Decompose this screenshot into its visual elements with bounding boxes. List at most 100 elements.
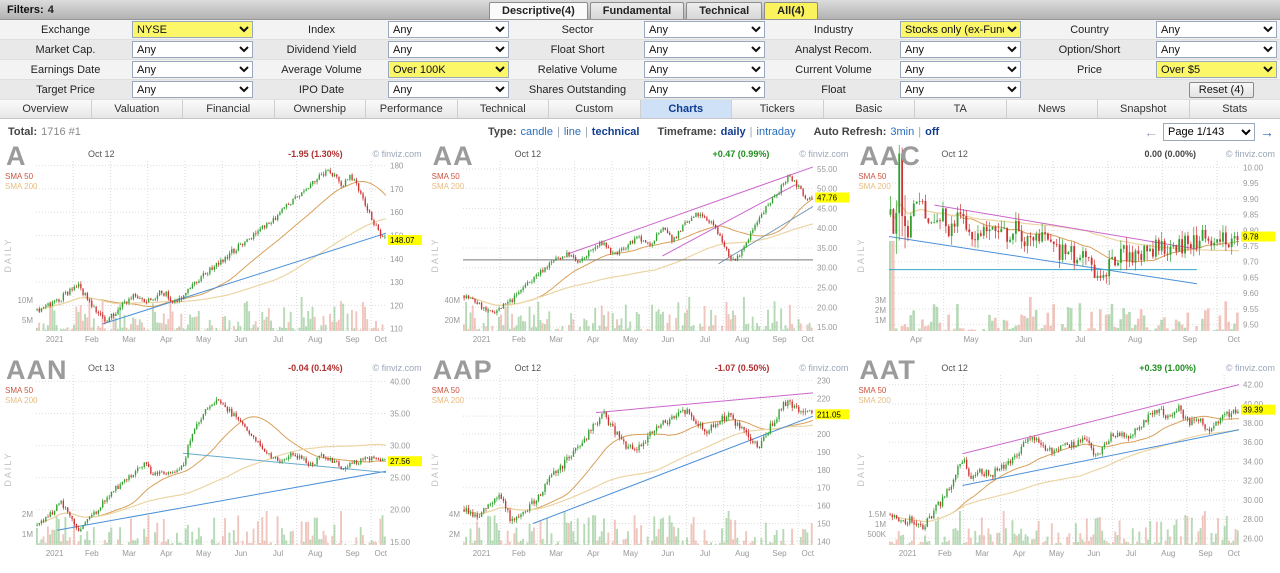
filter-select-float-short[interactable]: Any: [644, 41, 765, 58]
filter-select-analyst-recom[interactable]: Any: [900, 41, 1021, 58]
filter-select-exchange[interactable]: NYSE: [132, 21, 253, 38]
screen-tab-fundamental[interactable]: Fundamental: [589, 2, 685, 19]
svg-text:2021: 2021: [472, 335, 490, 344]
svg-text:55.00: 55.00: [817, 165, 838, 174]
filter-select-sector[interactable]: Any: [644, 21, 765, 38]
filter-select-current-volume[interactable]: Any: [900, 61, 1021, 78]
svg-text:130: 130: [390, 278, 404, 287]
page-select[interactable]: Page 1/143: [1163, 123, 1255, 141]
filter-select-ipo-date[interactable]: Any: [388, 81, 509, 98]
filter-select-market-cap[interactable]: Any: [132, 41, 253, 58]
svg-text:Sep: Sep: [772, 335, 787, 344]
svg-text:148.07: 148.07: [390, 236, 415, 245]
view-tab-valuation[interactable]: Valuation: [91, 100, 183, 118]
chart-aat[interactable]: 42.00 40.00 38.00 36.00 34.00 32.00 30.00 28.00…: [853, 359, 1280, 573]
refresh-off-link[interactable]: off: [925, 126, 940, 138]
filter-select-relative-volume[interactable]: Any: [644, 61, 765, 78]
filter-select-earnings-date[interactable]: Any: [132, 61, 253, 78]
view-tab-basic[interactable]: Basic: [823, 100, 915, 118]
svg-text:2M: 2M: [875, 306, 886, 315]
sma50-label: SMA 50: [431, 172, 460, 181]
timeframe-daily-link[interactable]: daily: [720, 126, 746, 138]
svg-text:2021: 2021: [46, 335, 64, 344]
view-tab-financial[interactable]: Financial: [183, 100, 275, 118]
svg-text:2021: 2021: [46, 549, 64, 558]
auto-refresh-group: Auto Refresh: 3min | off: [814, 126, 939, 138]
screen-tab-all-4[interactable]: All(4): [764, 2, 818, 19]
trend-lines: [532, 392, 813, 524]
chart-ticker: AA: [432, 145, 474, 171]
svg-text:38.00: 38.00: [1243, 419, 1264, 428]
candles: [463, 174, 813, 316]
filter-select-average-volume[interactable]: Over 100K: [388, 61, 509, 78]
svg-text:10M: 10M: [17, 296, 33, 305]
svg-text:39.39: 39.39: [1243, 406, 1264, 415]
timeframe-intraday-link[interactable]: intraday: [756, 126, 796, 138]
sma200-label: SMA 200: [5, 182, 38, 191]
finviz-copyright: © finviz.com: [799, 363, 849, 373]
finviz-copyright: © finviz.com: [1225, 363, 1275, 373]
filter-select-country[interactable]: Any: [1156, 21, 1277, 38]
month-axis: Apr May Jun Jul Aug Sep Oct: [910, 335, 1241, 344]
current-price-label: 211.05: [814, 409, 849, 420]
filter-select-industry[interactable]: Stocks only (ex-Funds): [900, 21, 1021, 38]
view-tab-custom[interactable]: Custom: [549, 100, 641, 118]
filter-label-market-cap: Market Cap.: [0, 40, 131, 60]
view-tab-performance[interactable]: Performance: [366, 100, 458, 118]
price-axis: 230 220 200 190 180 170 160 150 140: [817, 376, 831, 546]
next-page-arrow[interactable]: →: [1260, 124, 1274, 140]
svg-text:Aug: Aug: [735, 335, 749, 344]
svg-text:Apr: Apr: [910, 335, 923, 344]
filter-select-index[interactable]: Any: [388, 21, 509, 38]
view-tab-technical[interactable]: Technical: [457, 100, 549, 118]
svg-text:Jun: Jun: [1088, 549, 1101, 558]
svg-text:20.00: 20.00: [817, 303, 838, 312]
filter-select-float[interactable]: Any: [900, 81, 1021, 98]
view-tab-stats[interactable]: Stats: [1189, 100, 1280, 118]
view-tab-news[interactable]: News: [1006, 100, 1098, 118]
view-tab-ta[interactable]: TA: [915, 100, 1007, 118]
separator: |: [749, 126, 753, 138]
chart-aan[interactable]: 40.00 35.00 30.00 25.00 20.00 15.00 27.56 2021 F…: [0, 359, 427, 573]
prev-page-arrow[interactable]: ←: [1144, 124, 1158, 140]
svg-text:Apr: Apr: [587, 335, 600, 344]
refresh-3min-link[interactable]: 3min: [890, 126, 915, 138]
svg-text:20.00: 20.00: [390, 506, 411, 515]
svg-text:Apr: Apr: [1013, 549, 1026, 558]
filter-select-shares-outstanding[interactable]: Any: [644, 81, 765, 98]
view-tab-charts[interactable]: Charts: [640, 100, 732, 118]
svg-text:Sep: Sep: [772, 549, 787, 558]
current-price-label: 47.76: [814, 192, 849, 203]
type-technical-link[interactable]: technical: [591, 126, 640, 138]
svg-text:Feb: Feb: [512, 549, 526, 558]
type-candle-link[interactable]: candle: [520, 126, 553, 138]
type-line-link[interactable]: line: [563, 126, 581, 138]
chart-date-label: Oct 13: [88, 363, 115, 373]
timeframe-watermark: DAILY: [429, 237, 440, 273]
svg-text:Sep: Sep: [345, 549, 360, 558]
svg-text:9.78: 9.78: [1243, 233, 1259, 242]
view-tab-tickers[interactable]: Tickers: [732, 100, 824, 118]
chart-a[interactable]: 180170160150140130120110148.072021FebMar…: [0, 145, 427, 359]
view-tab-snapshot[interactable]: Snapshot: [1098, 100, 1190, 118]
volume-bars: [889, 241, 1240, 331]
svg-text:5M: 5M: [22, 316, 33, 325]
screen-tab-descriptive-4[interactable]: Descriptive(4): [489, 2, 588, 19]
filter-select-option-short[interactable]: Any: [1156, 41, 1277, 58]
filter-select-dividend-yield[interactable]: Any: [388, 41, 509, 58]
screen-tab-technical[interactable]: Technical: [686, 2, 763, 19]
separator: |: [584, 126, 588, 138]
reset-filters-button[interactable]: Reset (4): [1188, 81, 1254, 98]
svg-text:140: 140: [817, 537, 831, 546]
svg-text:42.00: 42.00: [1243, 381, 1264, 390]
chart-aa[interactable]: 55.00 50.00 45.00 40.00 35.00 30.00 25.00 20.00…: [427, 145, 854, 359]
filter-select-target-price[interactable]: Any: [132, 81, 253, 98]
svg-text:1M: 1M: [875, 316, 886, 325]
filter-select-price[interactable]: Over $5: [1156, 61, 1277, 78]
view-tab-ownership[interactable]: Ownership: [274, 100, 366, 118]
chart-aap[interactable]: 230 220 200 190 180 170 160 150 140 211.05 2021 Feb…: [427, 359, 854, 573]
chart-aac[interactable]: 10.00 9.95 9.90 9.85 9.80 9.75 9.70 9.65 9.60 9.5…: [853, 145, 1280, 359]
view-tab-overview[interactable]: Overview: [0, 100, 92, 118]
current-price-label: 39.39: [1241, 404, 1276, 415]
finviz-copyright: © finviz.com: [1225, 149, 1275, 159]
